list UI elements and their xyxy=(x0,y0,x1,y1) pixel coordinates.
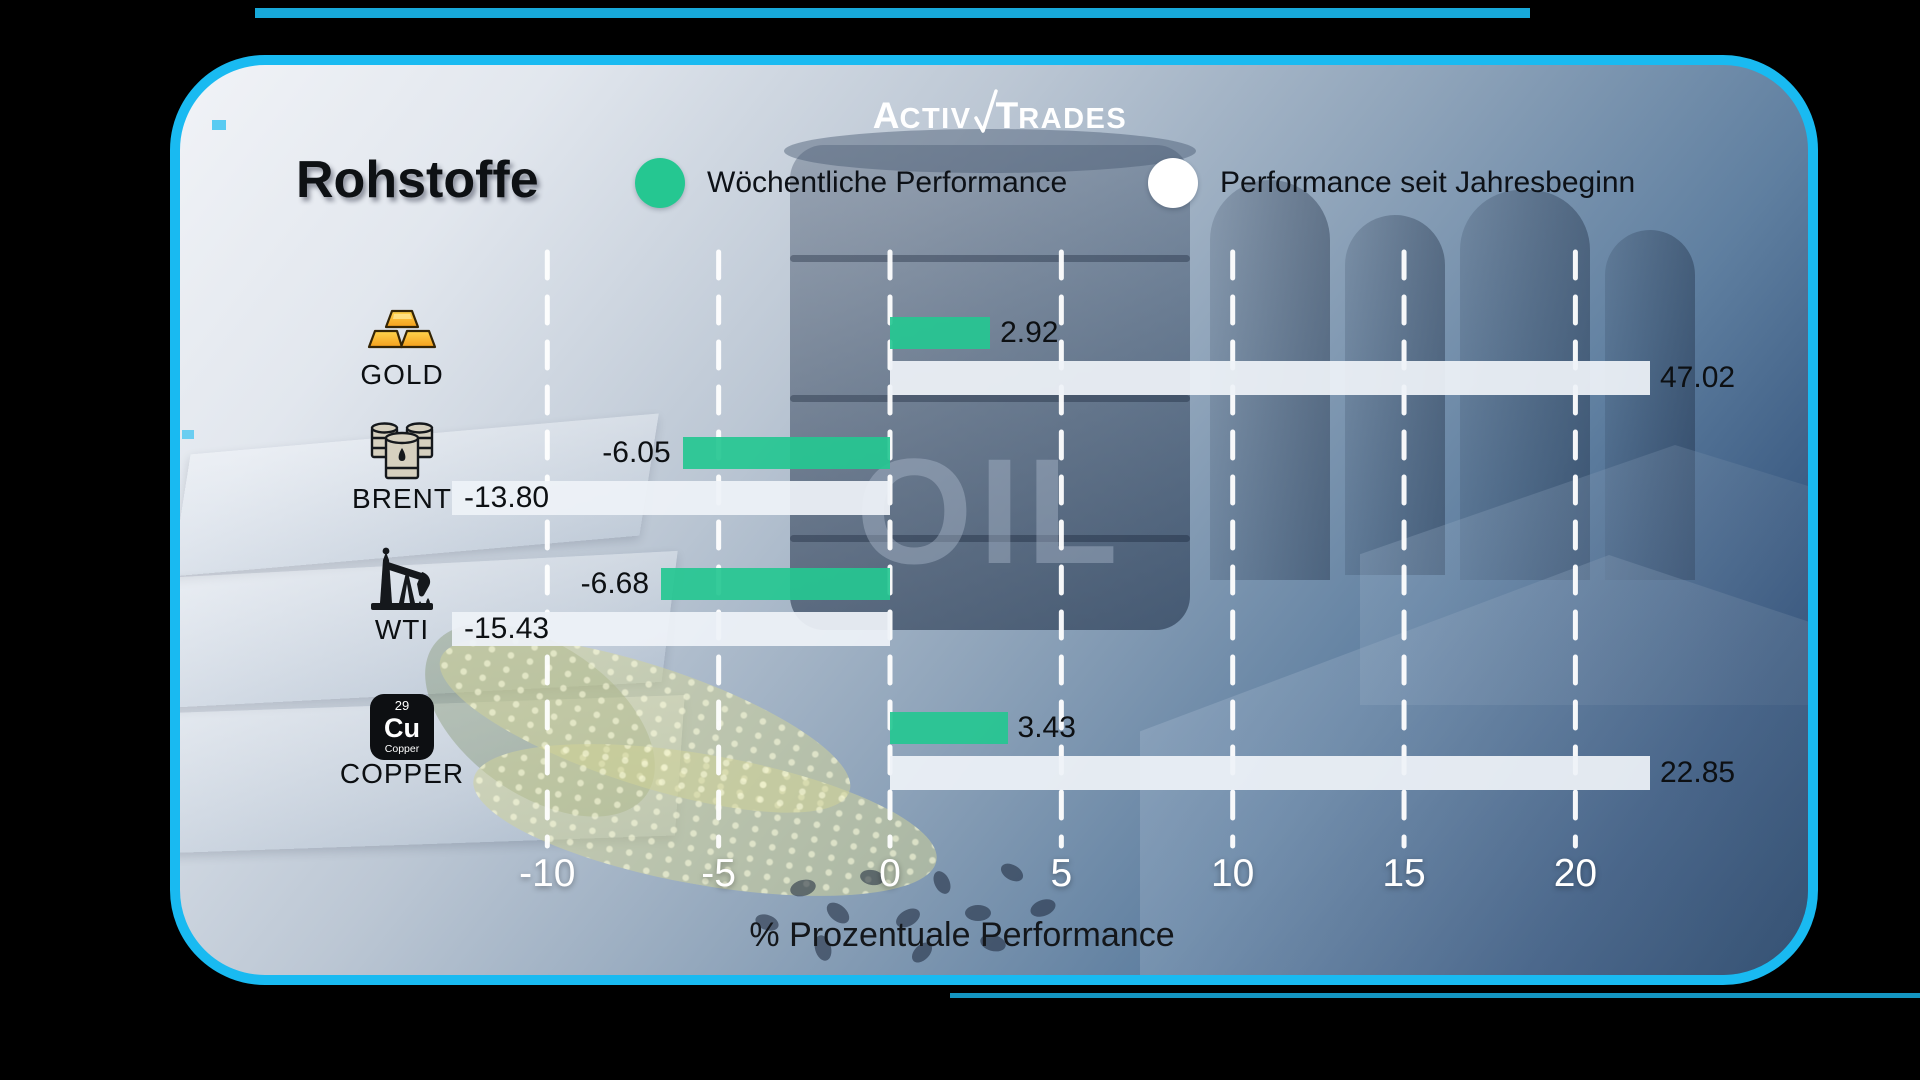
copper-element-icon: 29 Cu Copper xyxy=(322,694,482,760)
category-label-brent: BRENT xyxy=(352,483,452,514)
weekly-performance-bar-gold xyxy=(890,317,991,349)
weekly-performance-bar-wti xyxy=(661,568,890,600)
oil-barrel-illustration: OIL xyxy=(784,129,1196,630)
bar-value-label: 47.02 xyxy=(1660,361,1736,394)
x-axis-label: % Prozentuale Performance xyxy=(749,916,1175,954)
bar-value-label: -6.68 xyxy=(580,567,650,600)
x-tick-label: 20 xyxy=(1553,852,1598,895)
glitch-artifact xyxy=(182,430,194,439)
legend-weekly-dot xyxy=(635,158,685,208)
check-icon xyxy=(973,89,998,133)
x-tick-label: -10 xyxy=(519,852,576,895)
x-tick-label: 15 xyxy=(1382,852,1426,895)
bar-value-label: 22.85 xyxy=(1660,756,1736,789)
category-label-copper: COPPER xyxy=(339,758,465,789)
glitch-artifact xyxy=(950,993,1920,998)
weekly-performance-bar-copper xyxy=(890,712,1008,744)
logo-text: CTIV xyxy=(899,103,972,135)
x-tick-label: -5 xyxy=(701,852,736,895)
category-label-wti: WTI xyxy=(374,614,430,645)
glitch-artifact xyxy=(255,8,1530,18)
copper-atomic-number: 29 xyxy=(394,698,410,714)
bar-value-label: -13.80 xyxy=(464,481,550,514)
coffee-bean-illustration xyxy=(965,905,991,921)
page-title: Rohstoffe xyxy=(296,151,539,209)
brand-logo: A CTIV T RADES xyxy=(760,88,1240,134)
legend-weekly-label: Wöchentliche Performance xyxy=(707,166,1068,199)
x-tick-label: 0 xyxy=(879,852,901,895)
legend-ytd-dot xyxy=(1148,158,1198,208)
legend-ytd-label: Performance seit Jahresbeginn xyxy=(1220,166,1636,199)
copper-symbol: Cu xyxy=(384,713,420,744)
oil-barrels-icon xyxy=(322,420,482,482)
glitch-artifact xyxy=(212,120,226,130)
category-label-gold: GOLD xyxy=(360,359,444,390)
x-tick-label: 5 xyxy=(1050,852,1073,895)
ytd-performance-bar-brent xyxy=(452,481,890,515)
ytd-performance-bar-gold xyxy=(890,361,1650,395)
gold-bars-icon xyxy=(322,306,482,352)
oil-barrel-label: OIL xyxy=(856,427,1124,595)
ytd-performance-bar-copper xyxy=(890,756,1650,790)
bar-value-label: 2.92 xyxy=(1000,316,1059,349)
legend-ytd: Performance seit Jahresbeginn xyxy=(1148,158,1635,208)
bar-value-label: -15.43 xyxy=(464,612,550,645)
ytd-performance-bar-wti xyxy=(452,612,890,646)
logo-letter: T xyxy=(995,95,1019,136)
legend-weekly: Wöchentliche Performance xyxy=(635,158,1067,208)
bar-value-label: -6.05 xyxy=(602,436,671,469)
metal-cylinder-illustration xyxy=(1605,230,1695,580)
bar-value-label: 3.43 xyxy=(1017,711,1076,744)
metal-cylinder-illustration xyxy=(1345,215,1445,575)
copper-name: Copper xyxy=(384,743,420,756)
oil-pumpjack-icon xyxy=(322,544,482,612)
logo-text: RADES xyxy=(1018,103,1128,135)
x-tick-label: 10 xyxy=(1210,852,1255,895)
logo-letter: A xyxy=(872,95,900,136)
weekly-performance-bar-brent xyxy=(682,437,890,469)
